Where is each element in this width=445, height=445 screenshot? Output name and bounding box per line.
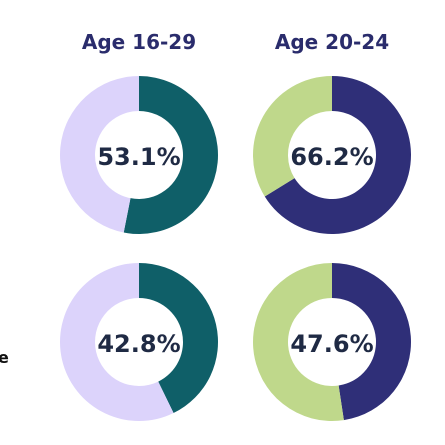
- donut-1-slice-1: [123, 76, 218, 234]
- donut-4-slice-2: [252, 263, 344, 421]
- donut-3-center-label: 42.8%: [97, 330, 180, 358]
- donut-3-slice-1: [139, 263, 219, 414]
- column-title-right: Age 20-24: [274, 30, 390, 54]
- donut-2-center-label: 66.2%: [290, 143, 373, 171]
- donut-1-slice-2: [60, 76, 139, 233]
- donut-1-center-label: 53.1%: [97, 143, 180, 171]
- edge-label: e: [0, 348, 9, 367]
- donut-3-slice-2: [60, 263, 174, 421]
- donut-2-slice-1: [264, 76, 411, 234]
- donut-2-slice-2: [252, 76, 332, 197]
- donut-4-slice-1: [332, 263, 411, 421]
- donut-4-center-label: 47.6%: [290, 330, 373, 358]
- column-title-left: Age 16-29: [81, 30, 197, 54]
